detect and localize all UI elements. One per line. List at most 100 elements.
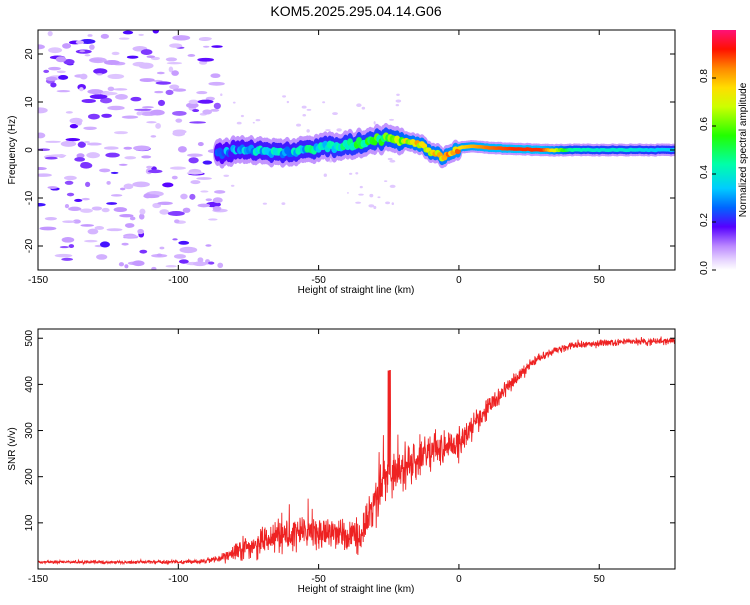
noise-blob	[126, 55, 139, 59]
y-tick-label: 0	[24, 147, 35, 153]
noise-blob	[100, 97, 113, 104]
noise-blob	[38, 132, 46, 139]
noise-blob	[89, 94, 108, 100]
noise-dot	[236, 121, 242, 125]
noise-blob	[47, 30, 53, 37]
noise-blob	[178, 259, 189, 264]
noise-blob	[210, 73, 221, 79]
noise-blob	[75, 40, 84, 45]
noise-blob	[172, 238, 178, 241]
x-tick-label: 50	[594, 574, 606, 585]
noise-dot	[356, 103, 362, 107]
noise-dot	[281, 202, 286, 205]
noise-dot	[384, 180, 388, 183]
noise-blob	[91, 206, 103, 211]
noise-blob	[197, 203, 211, 208]
colorbar-ticks: 0.0 0.2 0.4 0.6 0.8	[699, 69, 716, 275]
noise-blob	[123, 183, 134, 190]
noise-blob	[74, 157, 86, 162]
noise-blob	[187, 54, 196, 57]
noise-blob	[87, 34, 93, 37]
noise-blob	[119, 187, 126, 191]
noise-dot	[373, 205, 377, 210]
noise-blob	[48, 47, 63, 54]
noise-blob	[62, 43, 72, 49]
noise-blob	[83, 141, 91, 144]
noise-blob	[189, 193, 196, 200]
noise-blob	[151, 266, 157, 270]
x-tick-label: -50	[311, 275, 326, 286]
noise-blob	[165, 57, 178, 62]
noise-blob	[186, 171, 204, 175]
noise-blob	[122, 30, 134, 35]
noise-blob	[156, 253, 163, 257]
noise-blob	[85, 181, 91, 187]
noise-blob	[68, 206, 82, 211]
noise-dot	[301, 105, 307, 109]
noise-dot	[306, 129, 310, 133]
snr-marks	[38, 336, 675, 566]
noise-blob	[124, 264, 129, 269]
noise-blob	[155, 81, 172, 85]
noise-blob	[88, 113, 100, 120]
noise-blob	[200, 190, 209, 193]
noise-blob	[199, 37, 212, 41]
noise-dot	[389, 118, 394, 121]
noise-dot	[355, 201, 362, 204]
noise-blob	[146, 121, 157, 124]
noise-blob	[121, 115, 139, 119]
noise-blob	[76, 153, 85, 159]
noise-blob	[130, 96, 142, 102]
chart-title: KOM5.2025.295.04.14.G06	[270, 3, 441, 19]
noise-blob	[63, 175, 77, 181]
noise-blob	[205, 198, 213, 202]
noise-blob	[96, 254, 108, 260]
noise-blob	[101, 207, 110, 213]
noise-blob	[165, 264, 177, 268]
noise-blob	[45, 140, 61, 143]
noise-blob	[143, 193, 152, 199]
noise-blob	[75, 120, 82, 126]
colorbar-tick-label: 0.6	[699, 117, 710, 131]
noise-dot	[262, 202, 267, 205]
noise-dot	[355, 172, 359, 175]
noise-blob	[88, 58, 103, 62]
noise-blob	[100, 91, 118, 96]
noise-blob	[59, 246, 70, 249]
noise-blob	[141, 155, 152, 159]
noise-blob	[129, 216, 136, 221]
noise-dot	[368, 204, 375, 208]
noise-dot	[230, 184, 235, 187]
noise-blob	[80, 208, 93, 213]
noise-dot	[369, 193, 374, 198]
noise-blob	[79, 50, 86, 53]
noise-blob	[93, 68, 108, 75]
noise-blob	[208, 261, 215, 265]
noise-blob	[212, 197, 223, 204]
noise-blob	[123, 146, 133, 150]
noise-blob	[81, 197, 90, 201]
noise-dot	[373, 121, 376, 125]
noise-blob	[187, 153, 203, 157]
noise-blob	[136, 111, 143, 116]
noise-dot	[395, 103, 400, 107]
noise-blob	[38, 107, 48, 114]
y-tick-label: 500	[24, 329, 35, 346]
noise-blob	[193, 261, 207, 267]
noise-blob	[179, 246, 198, 254]
y-tick-label: 400	[24, 376, 35, 393]
noise-blob	[165, 89, 174, 95]
y-tick-label: 10	[24, 96, 35, 108]
noise-blob	[169, 84, 180, 90]
noise-blob	[139, 78, 155, 83]
noise-blob	[172, 88, 187, 92]
noise-blob	[44, 156, 58, 160]
noise-blob	[205, 96, 215, 101]
noise-blob	[106, 228, 123, 232]
noise-blob	[141, 106, 154, 109]
noise-blob	[149, 109, 165, 116]
noise-blob	[139, 249, 148, 254]
y-tick-label: -10	[24, 190, 35, 205]
noise-blob	[166, 61, 183, 65]
